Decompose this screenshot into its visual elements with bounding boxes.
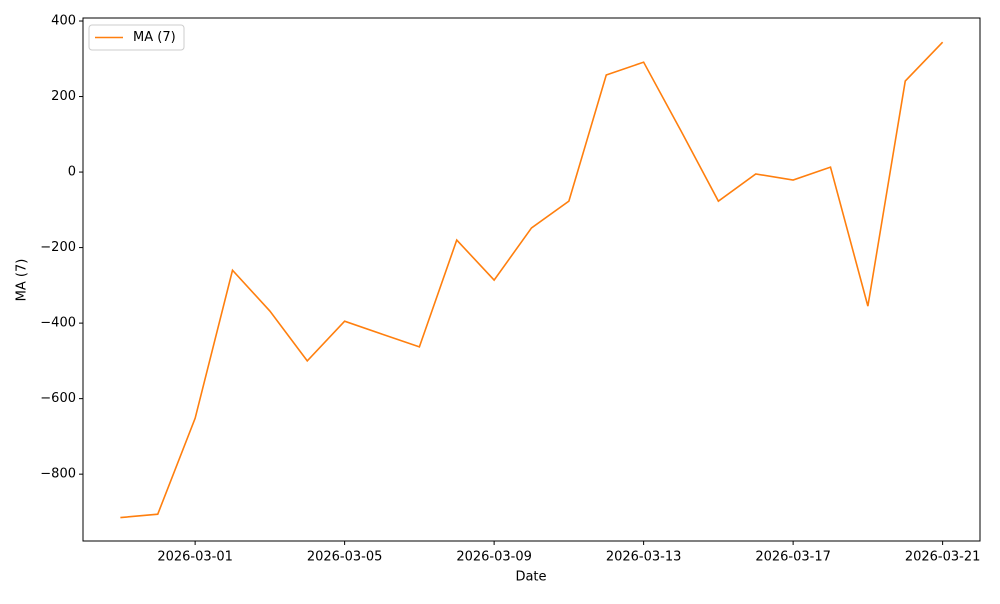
legend-label: MA (7) xyxy=(133,30,176,45)
y-tick-label: 200 xyxy=(51,89,76,104)
series-line xyxy=(120,41,944,519)
y-tick-label: −800 xyxy=(40,467,76,482)
x-tick-label: 2026-03-17 xyxy=(755,550,831,565)
x-tick-label: 2026-03-09 xyxy=(456,550,532,565)
x-tick-label: 2026-03-21 xyxy=(905,550,981,565)
y-axis-label: MA (7) xyxy=(15,259,30,302)
x-tick-label: 2026-03-01 xyxy=(157,550,233,565)
x-tick-label: 2026-03-05 xyxy=(307,550,383,565)
y-tick-label: −400 xyxy=(40,316,76,331)
x-tick-label: 2026-03-13 xyxy=(606,550,682,565)
y-tick-label: −200 xyxy=(40,240,76,255)
y-tick-label: 0 xyxy=(68,165,76,180)
x-axis-label: Date xyxy=(515,570,546,585)
y-tick-label: −600 xyxy=(40,391,76,406)
y-tick-label: 400 xyxy=(51,14,76,29)
legend-box xyxy=(88,24,185,51)
plot-frame xyxy=(82,17,981,542)
